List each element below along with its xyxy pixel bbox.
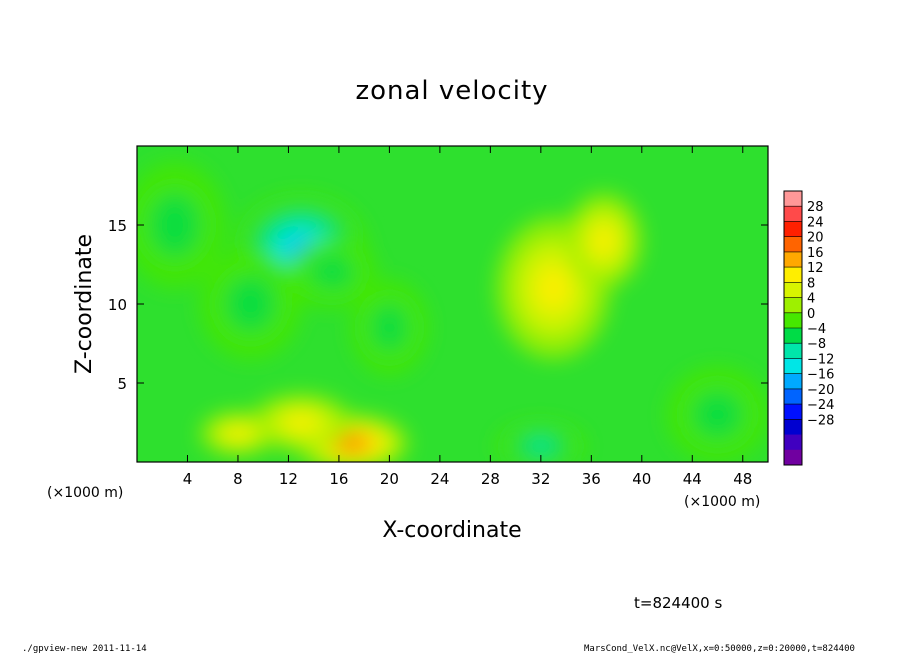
colorbar-swatch bbox=[784, 434, 802, 451]
colorbar-label: −4 bbox=[807, 322, 826, 337]
x-unit-left: (×1000 m) bbox=[47, 485, 123, 501]
footer-left: ./gpview-new 2011-11-14 bbox=[22, 644, 147, 654]
x-tick-label: 48 bbox=[733, 470, 752, 488]
x-axis: 4 8 12 16 20 24 28 32 36 40 44 48 bbox=[183, 146, 752, 488]
colorbar-swatch bbox=[784, 358, 802, 375]
field-contour bbox=[310, 255, 355, 290]
colorbar-swatch bbox=[784, 312, 802, 329]
x-tick-label: 8 bbox=[233, 470, 243, 488]
x-tick-label: 36 bbox=[582, 470, 601, 488]
colorbar-swatch bbox=[784, 297, 802, 314]
field-layer bbox=[137, 161, 768, 462]
x-axis-title: X-coordinate bbox=[382, 518, 521, 543]
colorbar-label: 20 bbox=[807, 231, 824, 246]
field-contour bbox=[340, 437, 363, 449]
x-tick-label: 40 bbox=[632, 470, 651, 488]
colorbar-label: −20 bbox=[807, 383, 834, 398]
colorbar-label: 16 bbox=[807, 246, 824, 261]
x-tick-label: 32 bbox=[531, 470, 550, 488]
colorbar-swatch bbox=[784, 251, 802, 268]
time-label: t=824400 s bbox=[634, 594, 722, 612]
colorbar-label: 12 bbox=[807, 261, 824, 276]
colorbar-label: 0 bbox=[807, 307, 815, 322]
colorbar-swatch bbox=[784, 282, 802, 299]
colorbar-swatch bbox=[784, 267, 802, 283]
chart-title: zonal velocity bbox=[355, 76, 549, 106]
colorbar-swatch bbox=[784, 328, 802, 344]
colorbar-swatch bbox=[784, 236, 802, 253]
field-contour bbox=[149, 193, 201, 257]
field-contour bbox=[591, 225, 617, 257]
footer-right: MarsCond_VelX.nc@VelX,x=0:50000,z=0:2000… bbox=[584, 644, 855, 654]
x-tick-label: 20 bbox=[380, 470, 399, 488]
field-contour bbox=[284, 413, 318, 432]
colorbar-label: −16 bbox=[807, 368, 834, 383]
colorbar-label: −24 bbox=[807, 398, 834, 413]
velocity-field bbox=[137, 161, 768, 462]
colorbar-label: 8 bbox=[807, 276, 815, 291]
colorbar-swatch bbox=[784, 343, 802, 359]
field-contour bbox=[225, 276, 276, 332]
x-tick-label: 4 bbox=[183, 470, 193, 488]
colorbar-swatch bbox=[784, 191, 802, 207]
x-tick-label: 28 bbox=[481, 470, 500, 488]
field-contour bbox=[370, 304, 409, 352]
y-axis-title: Z-coordinate bbox=[72, 234, 97, 374]
colorbar-label: 28 bbox=[807, 200, 824, 215]
y-tick-label: 10 bbox=[108, 296, 127, 314]
colorbar-swatch bbox=[784, 388, 802, 405]
colorbar-label: −12 bbox=[807, 352, 834, 367]
field-contour bbox=[526, 438, 556, 455]
y-tick-label: 15 bbox=[108, 217, 127, 235]
y-tick-label: 5 bbox=[117, 375, 127, 393]
colorbar-swatch bbox=[784, 206, 802, 222]
plot-area bbox=[136, 145, 769, 463]
colorbar-swatch bbox=[784, 419, 802, 436]
colorbar-swatch bbox=[784, 404, 802, 420]
x-tick-label: 44 bbox=[683, 470, 702, 488]
x-tick-label: 12 bbox=[279, 470, 298, 488]
colorbar-label: 24 bbox=[807, 215, 824, 230]
colorbar-label: −28 bbox=[807, 413, 834, 428]
y-axis: 5 10 15 bbox=[108, 217, 768, 393]
field-contour bbox=[225, 426, 251, 441]
x-tick-label: 16 bbox=[329, 470, 348, 488]
colorbar-swatch bbox=[784, 373, 802, 390]
field-contour bbox=[534, 264, 573, 312]
x-unit-right: (×1000 m) bbox=[684, 494, 760, 510]
colorbar-label: 4 bbox=[807, 292, 815, 307]
colorbar-label: −8 bbox=[807, 337, 826, 352]
colorbar-swatch bbox=[784, 221, 802, 238]
x-tick-label: 24 bbox=[430, 470, 449, 488]
colorbar-swatch bbox=[784, 449, 802, 466]
field-contour bbox=[692, 390, 743, 439]
